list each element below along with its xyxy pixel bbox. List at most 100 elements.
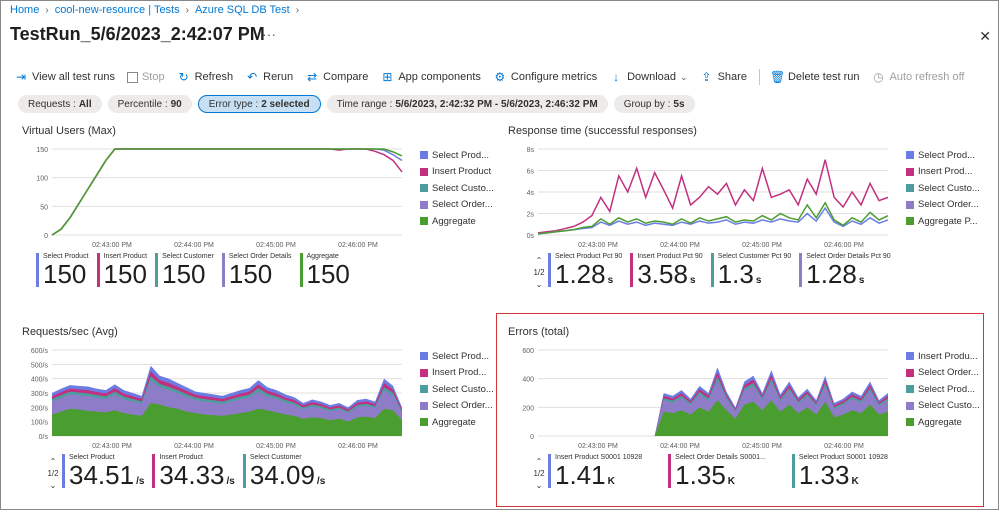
stats-pager[interactable]: ⌃ 1/2 ⌄ <box>530 255 548 291</box>
virtual-users-chart[interactable]: 0 50 100 150 02:43:00 PM 02:44:00 PM 02:45:00 … <box>22 143 417 253</box>
gear-icon: ⚙ <box>494 70 506 84</box>
stat-value: 150 <box>43 259 87 289</box>
stat-unit: /s <box>316 476 326 487</box>
filter-percentile[interactable]: Percentile :90 <box>107 95 192 113</box>
stat-number: 1.35 <box>675 460 726 490</box>
legend-swatch <box>420 167 428 176</box>
chevron-up-icon[interactable]: ⌃ <box>535 256 543 265</box>
chevron-up-icon[interactable]: ⌃ <box>49 457 57 466</box>
y-tick-label: 8s <box>527 147 535 154</box>
legend-item[interactable]: Select Custo... <box>420 381 494 398</box>
stat-card[interactable]: Insert Product S0001 10928 1.41 K <box>548 454 642 496</box>
y-tick-label: 2s <box>527 212 535 219</box>
x-tick-label: 02:43:00 PM <box>92 242 132 249</box>
filter-value: 90 <box>170 98 182 110</box>
stat-card[interactable]: Select Product S0001 10928 1.33 K <box>791 454 888 496</box>
legend-item[interactable]: Insert Prod... <box>906 164 980 181</box>
virtual-users-panel: Virtual Users (Max) 0 50 100 150 02:43:00 PM… <box>22 125 494 305</box>
rerun-button[interactable]: ↶ Rerun <box>245 70 293 84</box>
stat-value: 150 <box>103 259 147 289</box>
requests-chart[interactable]: 0/s 100/s 200/s 300/s 400/s 500/s 600/s 02:43:0… <box>22 344 417 454</box>
legend-label: Aggregate <box>918 416 962 428</box>
legend-item[interactable]: Select Custo... <box>420 180 494 197</box>
pager-label: 1/2 <box>47 469 59 478</box>
stat-card[interactable]: Insert Product 150 <box>96 253 147 289</box>
legend-item[interactable]: Select Prod... <box>420 348 494 365</box>
y-tick-label: 300/s <box>31 391 49 398</box>
stat-card[interactable]: Select Order Details 150 <box>221 253 292 288</box>
stat-value: 1.41 K <box>555 461 642 496</box>
compare-button[interactable]: ⇄ Compare <box>305 70 368 84</box>
stat-number: 3.58 <box>637 259 688 289</box>
stat-card[interactable]: Select Customer 150 <box>155 253 214 288</box>
configure-metrics-button[interactable]: ⚙ Configure metrics <box>493 70 598 84</box>
stat-card[interactable]: Select Product 34.51/s <box>62 454 144 496</box>
legend-item[interactable]: Select Order... <box>420 197 494 214</box>
stat-number: 34.09 <box>249 460 315 490</box>
stat-card[interactable]: Select Order Details S0001... 1.35 K <box>668 454 766 496</box>
legend-item[interactable]: Insert Prod... <box>420 365 494 382</box>
legend-item[interactable]: Aggregate <box>420 213 494 230</box>
legend-label: Select Order... <box>918 199 979 211</box>
stats-pager[interactable]: ⌃ 1/2 ⌄ <box>44 456 62 492</box>
filter-requests[interactable]: Requests : All <box>18 95 102 113</box>
stat-value: 34.51/s <box>69 461 144 496</box>
stat-card[interactable]: Select Product Pct 90 1.28 s <box>548 253 622 295</box>
stat-card[interactable]: Aggregate 150 <box>299 253 350 288</box>
legend-item[interactable]: Insert Product <box>420 164 494 181</box>
stat-card[interactable]: Insert Product 34.33/s <box>152 454 235 496</box>
stat-card[interactable]: Select Product 150 <box>36 253 89 288</box>
legend-item[interactable]: Select Prod... <box>420 147 494 164</box>
response-time-chart[interactable]: 0s 2s 4s 6s 8s 02:43:00 PM 02:44:00 PM 02:45:00… <box>508 143 903 253</box>
toolbar: ⇥ View all test runs Stop ↻ Refresh ↶ Rerun… <box>14 69 977 85</box>
legend-item[interactable]: Aggregate <box>906 414 980 431</box>
legend-swatch <box>906 368 914 377</box>
breadcrumb-test[interactable]: Azure SQL DB Test <box>194 4 290 16</box>
errors-chart[interactable]: 0 200 400 600 02:43:00 PM 02:44:00 PM 02:45:00… <box>508 344 903 454</box>
stat-card[interactable]: Select Order Details Pct 90 1.28 s <box>799 253 891 295</box>
stats-pager[interactable]: ⌃ 1/2 ⌄ <box>530 456 548 492</box>
rerun-icon: ↶ <box>247 70 258 84</box>
legend-item[interactable]: Select Prod... <box>906 147 980 164</box>
stat-card[interactable]: Select Customer 34.09/s <box>242 454 326 496</box>
filter-error-type[interactable]: Error type :2 selected <box>197 95 321 113</box>
delete-test-run-button[interactable]: 🗑 Delete test run <box>770 70 860 84</box>
stat-number: 34.33 <box>159 460 225 490</box>
more-options-icon[interactable]: ··· <box>262 26 276 42</box>
stop-button[interactable]: Stop <box>126 71 165 83</box>
legend-item[interactable]: Insert Produ... <box>906 348 980 365</box>
toolbar-divider <box>758 69 760 85</box>
filter-time-range[interactable]: Time range :5/6/2023, 2:42:32 PM - 5/6/2… <box>326 95 608 113</box>
share-button[interactable]: ⇪ Share <box>700 70 747 84</box>
stop-label: Stop <box>141 71 165 83</box>
close-icon[interactable]: ✕ <box>979 28 991 44</box>
download-button[interactable]: ↓ Download ⌄ <box>609 70 687 84</box>
breadcrumb-home[interactable]: Home <box>10 4 40 16</box>
app-components-button[interactable]: ⊞ App components <box>380 70 481 84</box>
chevron-down-icon[interactable]: ⌄ <box>535 481 543 490</box>
legend-swatch <box>906 418 914 427</box>
view-all-test-runs-button[interactable]: ⇥ View all test runs <box>14 70 115 84</box>
legend-label: Insert Product <box>432 166 492 178</box>
legend-item[interactable]: Aggregate P... <box>906 213 980 230</box>
auto-refresh-button[interactable]: ◷ Auto refresh off <box>871 70 964 84</box>
chevron-down-icon[interactable]: ⌄ <box>535 280 543 289</box>
legend-item[interactable]: Select Custo... <box>906 180 980 197</box>
refresh-button[interactable]: ↻ Refresh <box>177 70 234 84</box>
legend-item[interactable]: Select Order... <box>420 398 494 415</box>
breadcrumb-resource[interactable]: cool-new-resource | Tests <box>54 4 180 16</box>
legend-item[interactable]: Select Order... <box>906 365 980 382</box>
rerun-label: Rerun <box>263 71 294 83</box>
stat-card[interactable]: Select Customer Pct 90 1.3 s <box>710 253 791 295</box>
stat-value: 34.33/s <box>159 461 234 496</box>
chevron-down-icon[interactable]: ⌄ <box>49 481 57 490</box>
legend-item[interactable]: Select Prod... <box>906 381 980 398</box>
legend-item[interactable]: Aggregate <box>420 414 494 431</box>
chevron-up-icon[interactable]: ⌃ <box>535 457 543 466</box>
download-label: Download <box>627 71 677 83</box>
legend-item[interactable]: Select Order... <box>906 197 980 214</box>
filter-group-by[interactable]: Group by :5s <box>613 95 695 113</box>
filter-label: Requests : <box>28 98 76 110</box>
legend-item[interactable]: Select Custo... <box>906 398 980 415</box>
stat-card[interactable]: Insert Product Pct 90 3.58 s <box>630 253 703 295</box>
